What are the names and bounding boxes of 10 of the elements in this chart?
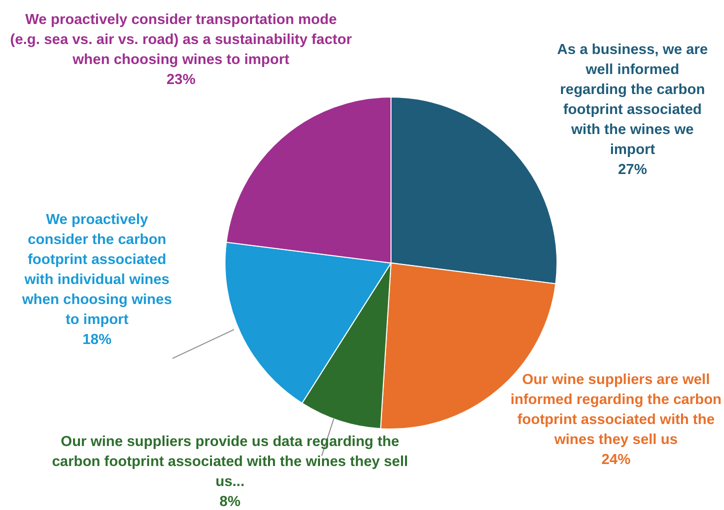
- data-label: 8%: [218, 493, 242, 510]
- slice-label: We proactively consider the carbon footprint associated with individual wines when choosing wines to import: [22, 211, 172, 330]
- data-label: 27%: [616, 161, 648, 180]
- data-label: 18%: [81, 331, 113, 350]
- data-label: 24%: [600, 451, 632, 470]
- slice-label: Our wine suppliers provide us data regarding the carbon footprint associated with the wines they sell us...: [50, 433, 410, 492]
- slice-label: Our wine suppliers are well informed regarding the carbon footprint associated with the wines they sell us: [509, 371, 723, 450]
- slice-label: We proactively consider transportation mode (e.g. sea vs. air vs. road) as a sustainability factor when choosing wines to import: [10, 11, 352, 70]
- data-label: 23%: [165, 71, 197, 90]
- slice-label: As a business, we are well informed regarding the carbon footprint associated with the wines we import: [556, 41, 709, 160]
